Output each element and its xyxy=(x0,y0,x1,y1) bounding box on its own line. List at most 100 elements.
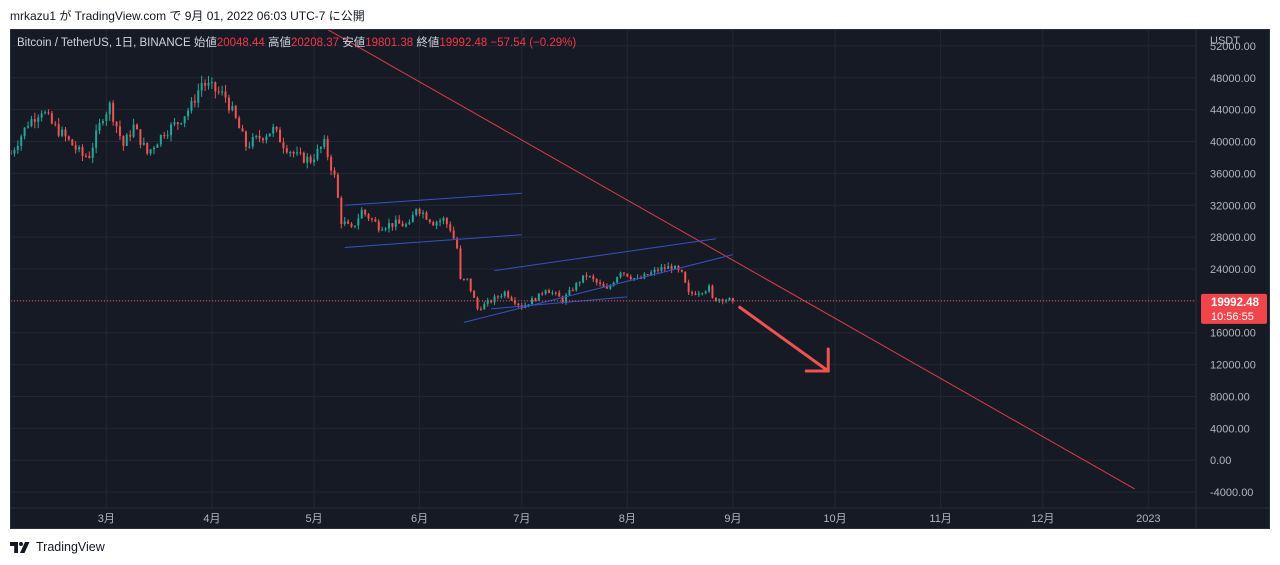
close-label: 終値 xyxy=(416,37,440,49)
candle-body xyxy=(33,119,36,122)
candle-body xyxy=(725,300,728,302)
trendline xyxy=(344,192,522,206)
candle-body xyxy=(364,209,367,215)
candle-body xyxy=(57,124,60,136)
candle-body xyxy=(64,129,67,137)
down-arrow-shaft xyxy=(738,305,830,373)
candle-body xyxy=(425,212,428,220)
candle-body xyxy=(691,292,694,294)
candle-body xyxy=(500,296,503,298)
candle-body xyxy=(20,136,23,146)
y-tick-label: 32000.00 xyxy=(1210,200,1256,212)
candle-body xyxy=(84,155,87,157)
symbol-name: Bitcoin / TetherUS, 1日, BINANCE xyxy=(17,37,191,49)
candle-body xyxy=(163,134,166,137)
grid xyxy=(11,30,1196,508)
candle-body xyxy=(537,293,540,301)
candle-body xyxy=(510,297,513,301)
candle-body xyxy=(285,148,288,153)
candle-body xyxy=(313,159,316,163)
candle-body xyxy=(289,152,292,154)
candle-body xyxy=(462,278,465,280)
candle-body xyxy=(67,136,70,140)
drawings xyxy=(344,192,830,373)
candle-body xyxy=(704,291,707,294)
candle-body xyxy=(350,223,353,227)
trendline xyxy=(344,234,522,248)
y-tick-label: 48000.00 xyxy=(1210,73,1256,85)
candle-body xyxy=(238,117,241,129)
chart-frame[interactable]: 52000.00 48000.00 44000.00 40000.00 36000.00… xyxy=(10,29,1270,529)
x-tick-label: 7月 xyxy=(513,513,530,525)
candle-body xyxy=(16,145,19,151)
candle-body xyxy=(493,296,496,303)
candle-body xyxy=(530,298,533,305)
candle-body xyxy=(142,142,145,145)
candle-body xyxy=(27,126,30,128)
x-tick-label: 9月 xyxy=(724,513,741,525)
candle-body xyxy=(214,82,217,92)
close-value: 19992.48 xyxy=(439,37,488,49)
candle-body xyxy=(221,91,224,93)
candle-body xyxy=(381,229,384,231)
candle-body xyxy=(180,123,183,125)
candle-body xyxy=(272,126,275,134)
candle-body xyxy=(551,292,554,294)
candle-body xyxy=(370,218,373,220)
candle-body xyxy=(435,221,438,226)
candle-body xyxy=(670,266,673,270)
candle-body xyxy=(442,218,445,221)
candle-body xyxy=(108,102,111,115)
candle-body xyxy=(261,138,264,141)
candle-body xyxy=(173,122,176,125)
drawings-back xyxy=(327,30,1135,490)
candle-body xyxy=(23,127,26,137)
candle-body xyxy=(306,156,309,163)
candle-body xyxy=(592,276,595,280)
candle-body xyxy=(432,222,435,226)
candle-body xyxy=(74,145,77,150)
candle-body xyxy=(319,147,322,149)
footer-brand-name: TradingView xyxy=(36,540,105,554)
candle-body xyxy=(544,290,547,294)
publish-info: mrkazu1 が TradingView.com で 9月 01, 2022 … xyxy=(10,9,365,23)
y-tick-label: 16000.00 xyxy=(1210,328,1256,340)
candle-body xyxy=(585,275,588,277)
candle-body xyxy=(534,298,537,301)
candle-body xyxy=(81,147,84,156)
candle-body xyxy=(558,292,561,297)
y-axis-unit: USDT xyxy=(1210,35,1240,47)
footer-brand[interactable]: TradingView xyxy=(10,540,105,554)
candle-body xyxy=(387,223,390,229)
candle-body xyxy=(360,209,363,219)
candle-body xyxy=(561,296,564,303)
candle-body xyxy=(479,308,482,310)
candle-body xyxy=(391,223,394,227)
y-tick-label: 0.00 xyxy=(1210,455,1231,467)
high-value: 20208.37 xyxy=(291,37,339,49)
candle-body xyxy=(330,156,333,171)
candle-body xyxy=(667,266,670,269)
candle-body xyxy=(326,139,329,157)
candle-body xyxy=(616,277,619,283)
candle-body xyxy=(40,113,43,118)
candle-body xyxy=(61,129,64,136)
candle-body xyxy=(251,137,254,147)
candle-body xyxy=(210,82,213,84)
candle-body xyxy=(91,147,94,158)
candle-body xyxy=(507,291,510,298)
candle-body xyxy=(452,230,455,239)
low-value: 19801.38 xyxy=(365,37,414,49)
candle-body xyxy=(708,285,711,292)
candle-body xyxy=(44,112,47,114)
candle-body xyxy=(384,228,387,230)
candle-body xyxy=(227,97,230,111)
candle-body xyxy=(605,286,608,289)
candle-body xyxy=(405,224,407,227)
candle-body xyxy=(527,304,530,306)
x-tick-label: 8月 xyxy=(619,513,636,525)
candle-body xyxy=(663,267,666,269)
price-chart[interactable]: 52000.00 48000.00 44000.00 40000.00 36000.00… xyxy=(11,30,1270,529)
candle-body xyxy=(633,278,636,280)
y-tick-label: 44000.00 xyxy=(1210,105,1256,117)
